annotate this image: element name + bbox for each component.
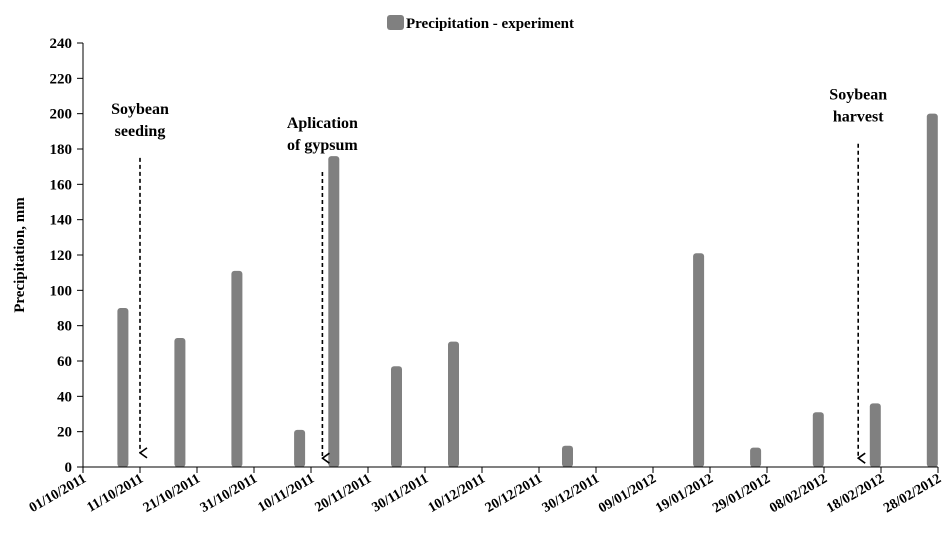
legend-swatch [387,15,404,30]
precipitation-bar [448,341,459,467]
precipitation-bar [294,429,306,467]
y-tick-label: 20 [57,425,72,441]
x-tick-label: 20/12/2011 [483,471,545,515]
bars [117,113,938,468]
annotations: Soybean seeding Aplication of gypsum Soybean… [111,87,887,458]
x-tick-label: 20/11/2011 [313,471,374,515]
y-tick-label: 80 [57,319,72,335]
x-tick-label: 01/10/2011 [27,471,89,515]
precipitation-bar [328,156,340,468]
precipitation-bar [174,338,186,467]
precipitation-bar [117,308,129,467]
y-axis-title: Precipitation, mm [12,197,28,313]
y-tick-label: 140 [50,213,73,229]
y-tick-label: 160 [50,177,73,193]
legend-label: Precipitation - experiment [406,16,574,32]
annotation-label: Soybean [829,87,887,104]
annotation-label: seeding [115,123,166,140]
y-tick-label: 0 [65,460,73,476]
precipitation-bar [869,403,881,467]
precipitation-bar [812,412,824,467]
x-tick-label: 09/01/2012 [596,471,659,516]
y-tick-label: 60 [57,354,72,370]
annotation-label: harvest [833,109,884,126]
y-tick-label: 40 [57,389,72,405]
y-tick-label: 100 [50,283,73,299]
precipitation-bar [391,366,402,467]
x-tick-label: 10/11/2011 [256,471,317,515]
x-tick-label: 11/10/2011 [85,471,146,515]
x-tick-label: 28/02/2012 [881,471,943,516]
precipitation-bar [926,113,938,468]
x-tick-label: 08/02/2012 [767,471,830,516]
annotation-label: Soybean [111,101,169,118]
x-tick-label: 19/01/2012 [653,471,716,516]
x-tick-label: 21/10/2011 [141,471,203,515]
x-tick-label: 10/12/2011 [426,471,488,515]
x-tick-label: 18/02/2012 [824,471,887,516]
y-tick-label: 220 [50,71,73,87]
x-tick-label: 30/11/2011 [370,471,431,515]
annotation-label: Aplication [287,115,358,132]
y-tick-label: 200 [50,107,73,123]
x-tick-label: 31/10/2011 [198,471,260,515]
y-tick-label: 180 [50,142,73,158]
precipitation-bar [693,253,705,467]
annotation-label: of gypsum [287,137,358,154]
y-tick-label: 240 [50,36,73,52]
y-axis: 0 20 40 60 80 100 120 140 160 180 200 220 240 [50,36,84,476]
x-axis: 01/10/201111/10/201121/10/201131/10/2011… [27,466,943,516]
precipitation-bar [750,447,762,467]
legend: Precipitation - experiment [387,15,574,32]
x-tick-label: 29/01/2012 [710,471,773,516]
precipitation-bar [562,445,573,467]
precipitation-bar [231,270,243,467]
x-tick-label: 30/12/2011 [540,471,602,515]
y-tick-label: 120 [50,248,73,264]
